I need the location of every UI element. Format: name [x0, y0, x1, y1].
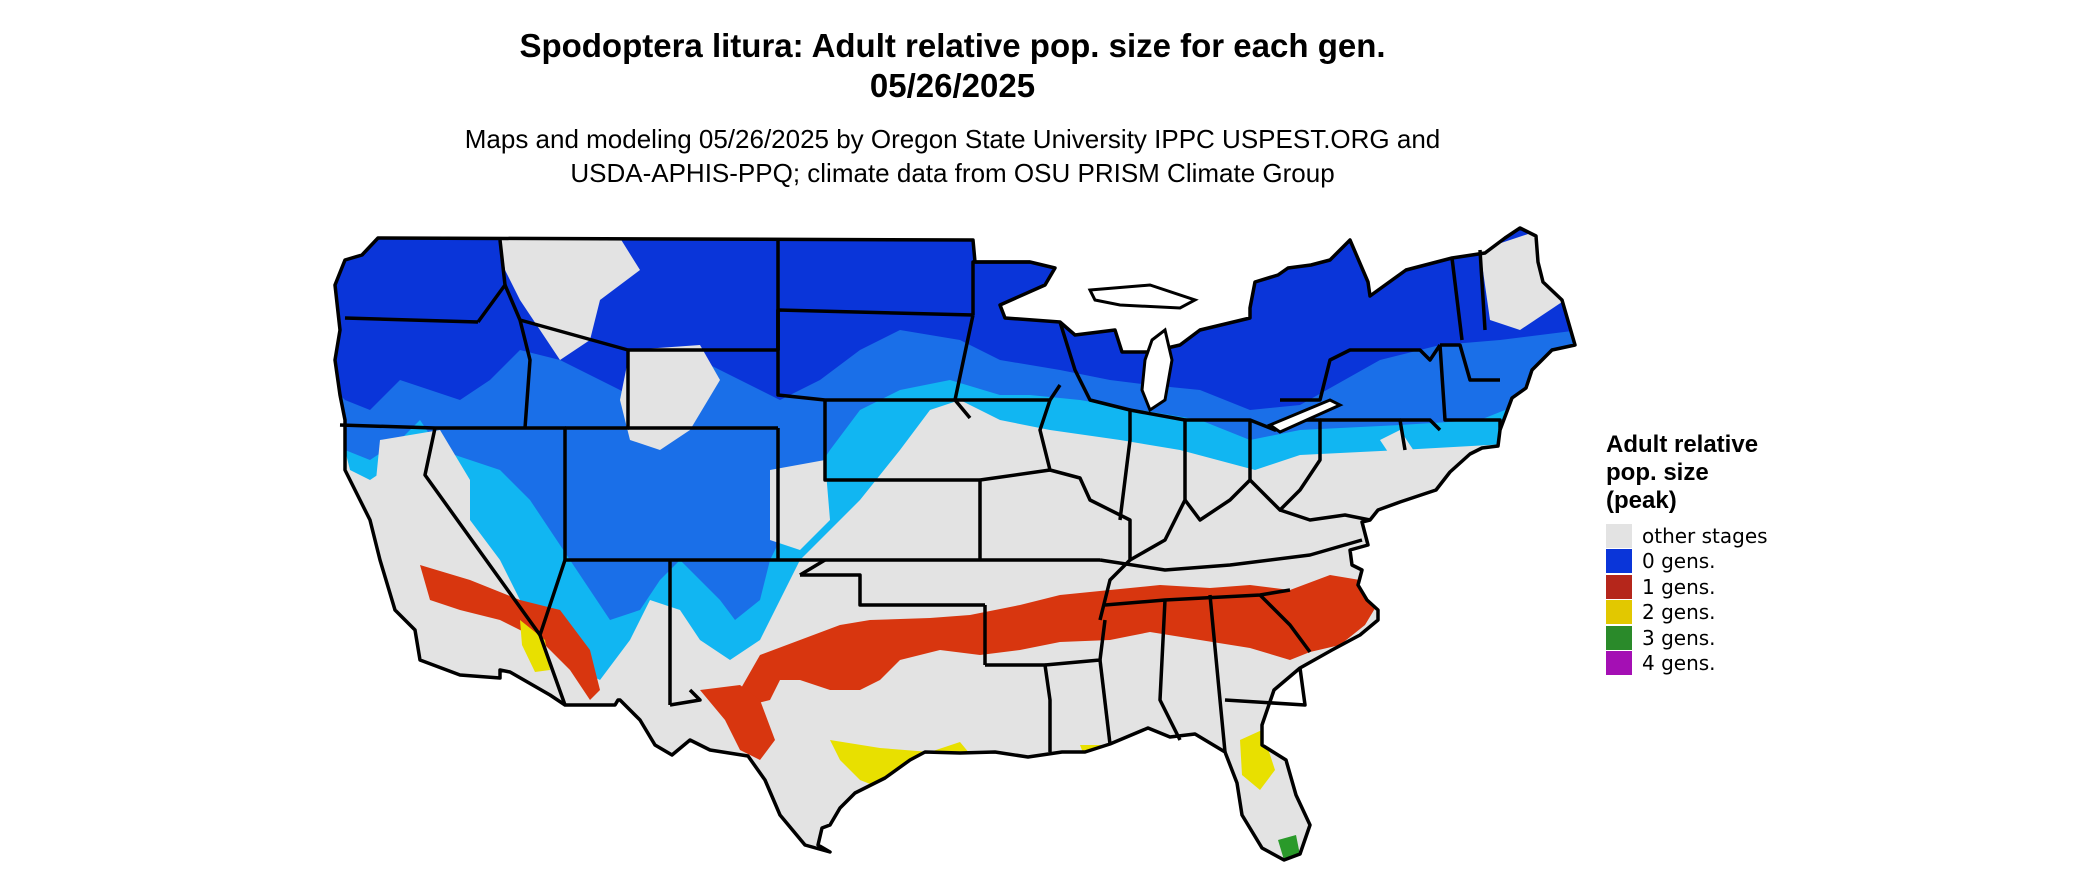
legend-swatch — [1606, 549, 1632, 574]
gen1-west-tx — [700, 685, 775, 760]
legend-item: 4 gens. — [1606, 651, 1768, 677]
legend-title-line-2: pop. size — [1606, 459, 1709, 486]
great-lakes — [1087, 283, 1344, 434]
legend-swatch — [1606, 523, 1632, 548]
legend-item: other stages — [1606, 523, 1768, 549]
legend-swatch — [1606, 651, 1632, 676]
legend-title-line-1: Adult relative — [1606, 431, 1759, 458]
map-legend: Adult relative pop. size (peak) other st… — [1606, 431, 1768, 676]
legend-label: 3 gens. — [1642, 625, 1716, 650]
legend-items: other stages 0 gens. 1 gens. 2 gens. 3 gens.… — [1606, 523, 1768, 676]
subtitle-line-1: Maps and modeling 05/26/2025 by Oregon S… — [464, 124, 1441, 154]
map-subtitle: Maps and modeling 05/26/2025 by Oregon S… — [0, 122, 1905, 190]
title-line-2: 05/26/2025 — [869, 67, 1036, 104]
legend-item: 1 gens. — [1606, 574, 1768, 600]
legend-label: 4 gens. — [1642, 651, 1716, 676]
interior-gray-ny-coast — [1380, 430, 1420, 470]
legend-label: 1 gens. — [1642, 574, 1716, 599]
gen1-band — [740, 575, 1380, 705]
legend-item: 0 gens. — [1606, 549, 1768, 575]
legend-swatch — [1606, 625, 1632, 650]
interior-gray-east-co — [770, 460, 830, 550]
state-borders — [333, 226, 1577, 862]
lake-michigan — [1140, 327, 1174, 413]
interior-gray-nv — [375, 430, 470, 600]
legend-swatch — [1606, 600, 1632, 625]
lake-superior — [1087, 283, 1199, 310]
us-map — [333, 226, 1577, 862]
legend-label: 2 gens. — [1642, 600, 1716, 625]
gen3-fl-tip — [1278, 835, 1300, 860]
legend-swatch — [1606, 574, 1632, 599]
legend-item: 2 gens. — [1606, 600, 1768, 626]
interior-gray-nw — [500, 235, 640, 360]
legend-title: Adult relative pop. size (peak) — [1606, 431, 1768, 515]
legend-label: other stages — [1642, 523, 1768, 548]
interior-gray-wy — [620, 345, 720, 450]
national-outline — [333, 226, 1577, 862]
legend-item: 3 gens. — [1606, 625, 1768, 651]
legend-title-line-3: (peak) — [1606, 487, 1677, 514]
legend-label: 0 gens. — [1642, 549, 1716, 574]
gen2-ca-desert — [520, 620, 550, 672]
gen1-az-ca — [420, 565, 600, 700]
map-title: Spodoptera litura: Adult relative pop. s… — [0, 26, 1905, 106]
title-line-1: Spodoptera litura: Adult relative pop. s… — [519, 27, 1386, 64]
lake-erie — [1266, 398, 1344, 434]
subtitle-line-2: USDA-APHIS-PPQ; climate data from OSU PR… — [570, 158, 1335, 188]
